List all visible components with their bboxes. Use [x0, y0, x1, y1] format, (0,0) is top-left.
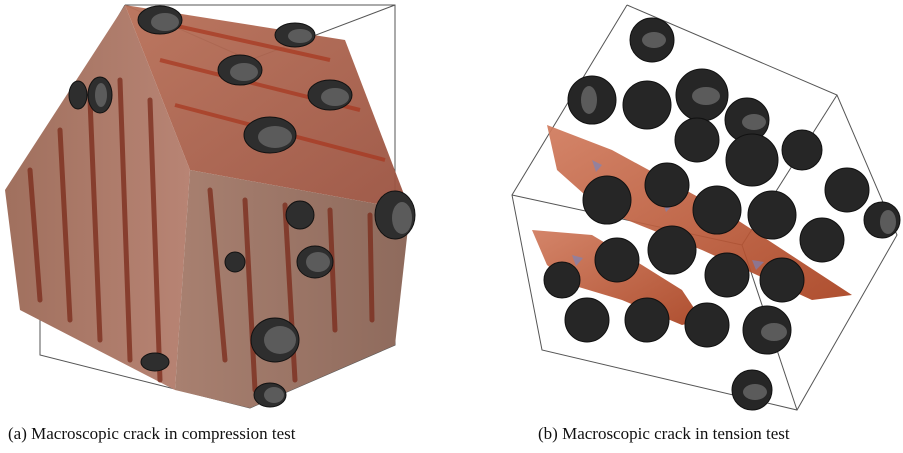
aggregate-faces: [95, 13, 412, 403]
subfigure-tension: (b) Macroscopic crack in tension test: [452, 0, 903, 453]
aggregates: [68, 5, 416, 408]
cube-top-face: [125, 5, 410, 210]
subfigure-compression: (a) Macroscopic crack in compression tes…: [5, 4, 416, 443]
compression-crack-render: [5, 4, 416, 409]
cube-right-face: [175, 170, 410, 408]
subfigure-b-caption: (b) Macroscopic crack in tension test: [538, 424, 790, 443]
tension-crack-render: [511, 4, 901, 411]
aggregate-faces: [581, 32, 896, 400]
aggregates: [543, 17, 901, 411]
crack-streaks: [27, 77, 375, 393]
cube-left-face: [5, 5, 190, 390]
subfigure-a-caption: (a) Macroscopic crack in compression tes…: [8, 424, 296, 443]
